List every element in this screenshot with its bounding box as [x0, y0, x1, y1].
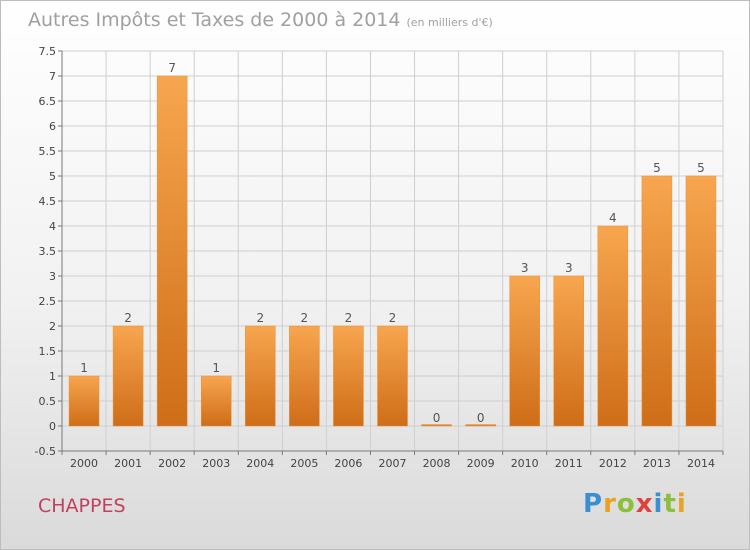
- axes: [58, 50, 724, 455]
- bar-2005[interactable]: [289, 325, 320, 427]
- x-tick-labels: 2000 2001 2002 2003 2004 2005 2006 2007 2008 2009…: [70, 457, 715, 470]
- bar-2007[interactable]: [377, 325, 408, 427]
- data-label-2007: 2: [389, 311, 397, 325]
- x-tick-label: 2012: [599, 457, 627, 470]
- x-tick-label: 2006: [334, 457, 362, 470]
- chart-title: Autres Impôts et Taxes de 2000 à 2014 (en…: [28, 9, 493, 31]
- data-label-2002: 7: [168, 61, 176, 75]
- bar-2001[interactable]: [112, 325, 144, 427]
- x-tick-label: 2013: [643, 457, 671, 470]
- y-tick-label: 2.5: [39, 295, 57, 308]
- bar-2012[interactable]: [597, 225, 629, 427]
- y-tick-label: 4: [49, 220, 56, 233]
- y-tick-labels: -0.5 0 0.5 1 1.5 2 2.5 3 3.5 4 4.5 5 5.5 6 6.5 7 7.5: [35, 45, 56, 458]
- bar-2010[interactable]: [509, 275, 540, 427]
- data-label-2014: 5: [697, 161, 705, 175]
- data-label-2003: 1: [212, 361, 220, 375]
- y-tick-label: 6.5: [39, 95, 57, 108]
- bar-2014[interactable]: [685, 175, 717, 427]
- logo-letter: i: [653, 489, 664, 519]
- y-tick-label: 0: [49, 420, 56, 433]
- y-tick-label: -0.5: [35, 445, 56, 458]
- x-tick-label: 2003: [202, 457, 230, 470]
- data-label-2001: 2: [124, 311, 132, 325]
- chart-title-text: Autres Impôts et Taxes de 2000 à 2014: [28, 9, 401, 31]
- data-label-2008: 0: [433, 411, 441, 425]
- logo-letter: t: [663, 489, 677, 519]
- bar-2002[interactable]: [156, 75, 188, 427]
- y-tick-label: 5: [49, 170, 56, 183]
- x-tick-label: 2001: [114, 457, 142, 470]
- x-tick-label: 2005: [290, 457, 318, 470]
- logo-letter: o: [616, 489, 636, 519]
- y-tick-label: 4.5: [39, 195, 57, 208]
- x-tick-label: 2011: [555, 457, 583, 470]
- y-tick-label: 5.5: [39, 145, 57, 158]
- x-tick-label: 2000: [70, 457, 98, 470]
- y-tick-label: 3.5: [39, 245, 57, 258]
- x-tick-label: 2004: [246, 457, 274, 470]
- data-label-2011: 3: [565, 261, 573, 275]
- bar-2000[interactable]: [68, 375, 100, 427]
- y-tick-label: 7: [49, 70, 56, 83]
- data-label-2006: 2: [345, 311, 353, 325]
- data-label-2005: 2: [301, 311, 309, 325]
- y-tick-label: 2: [49, 320, 56, 333]
- bar-2003[interactable]: [200, 375, 232, 427]
- data-label-2000: 1: [80, 361, 88, 375]
- data-label-2010: 3: [521, 261, 529, 275]
- x-tick-label: 2010: [511, 457, 539, 470]
- x-tick-label: 2014: [687, 457, 715, 470]
- data-label-2012: 4: [609, 211, 617, 225]
- y-tick-label: 6: [49, 120, 56, 133]
- bar-2008[interactable]: [421, 424, 452, 427]
- chart-subtitle: (en milliers d'€): [406, 16, 493, 29]
- logo-letter: P: [583, 489, 604, 519]
- bars: [68, 75, 717, 427]
- bar-2009[interactable]: [465, 424, 496, 427]
- y-tick-label: 1: [49, 370, 56, 383]
- data-label-2013: 5: [653, 161, 661, 175]
- data-label-2004: 2: [256, 311, 264, 325]
- city-name: CHAPPES: [38, 495, 126, 517]
- bar-2006[interactable]: [333, 325, 364, 427]
- x-tick-label: 2009: [467, 457, 495, 470]
- x-tick-label: 2008: [423, 457, 451, 470]
- bar-2013[interactable]: [641, 175, 673, 427]
- x-tick-label: 2007: [379, 457, 407, 470]
- logo-letter: x: [635, 489, 654, 519]
- bar-2011[interactable]: [553, 275, 585, 427]
- y-tick-label: 1.5: [39, 345, 57, 358]
- x-tick-label: 2002: [158, 457, 186, 470]
- logo-letter: r: [603, 489, 617, 519]
- bar-2004[interactable]: [245, 325, 276, 427]
- y-tick-label: 7.5: [39, 45, 57, 58]
- y-tick-label: 3: [49, 270, 56, 283]
- y-tick-label: 0.5: [39, 395, 57, 408]
- proxiti-logo[interactable]: Proxiti: [583, 489, 687, 519]
- logo-letter: i: [676, 489, 687, 519]
- data-label-2009: 0: [477, 411, 485, 425]
